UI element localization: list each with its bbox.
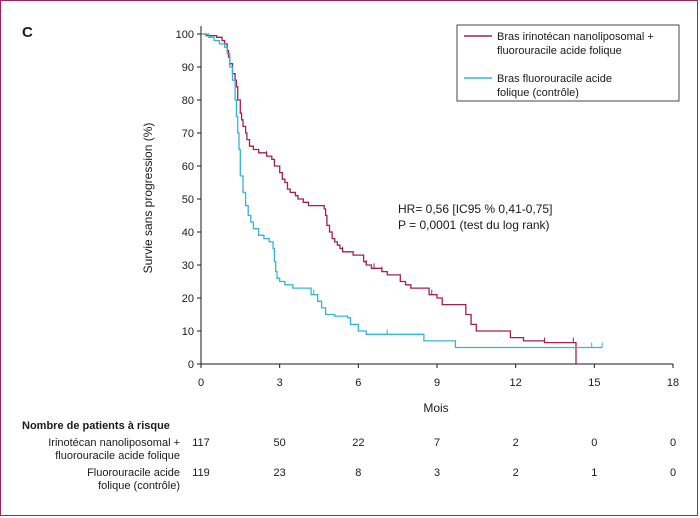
legend-box [456,24,680,102]
at-risk-row-treatment-label-2: fluorouracile acide folique [55,450,180,462]
at-risk-value: 7 [434,437,440,449]
at-risk-value: 50 [274,437,286,449]
y-tick-label: 70 [182,128,194,140]
at-risk-title: Nombre de patients à risque [22,420,170,432]
at-risk-value: 2 [513,467,519,479]
at-risk-row-treatment-label-1: Irinotécan nanoliposomal + [48,437,180,449]
panel-label: C [22,24,33,41]
legend-label-treatment-2: fluorouracile acide folique [497,45,622,57]
legend-label-control-1: Bras fluorouracile acide [497,73,612,85]
axes: 0 10 20 30 40 50 60 70 80 90 100 0 3 6 9 12 15 18 [176,26,679,389]
legend: Bras irinotécan nanoliposomal + fluorour… [456,24,680,102]
y-axis-label: Survie sans progression (%) [141,123,155,274]
at-risk-value: 119 [192,467,210,479]
x-tick-label: 0 [198,377,204,389]
x-tick-label: 6 [355,377,361,389]
patients-at-risk-table: Nombre de patients à risque Irinotécan n… [22,420,676,492]
y-tick-label: 50 [182,194,194,206]
y-tick-label: 20 [182,293,194,305]
x-axis-label: Mois [423,401,448,415]
y-tick-label: 80 [182,95,194,107]
curve-control [201,33,603,349]
at-risk-value: 0 [591,437,597,449]
at-risk-row-control-label-2: folique (contrôle) [98,480,180,492]
survival-curves [201,33,603,364]
y-tick-label: 40 [182,227,194,239]
x-tick-label: 3 [277,377,283,389]
at-risk-value: 8 [355,467,361,479]
at-risk-value: 3 [434,467,440,479]
x-tick-label: 9 [434,377,440,389]
y-tick-label: 30 [182,260,194,272]
y-tick-label: 100 [176,29,194,41]
at-risk-value: 0 [670,437,676,449]
legend-label-treatment-1: Bras irinotécan nanoliposomal + [497,31,654,43]
at-risk-value: 117 [192,437,210,449]
at-risk-value: 0 [670,467,676,479]
legend-label-control-2: folique (contrôle) [497,87,579,99]
at-risk-value: 1 [591,467,597,479]
y-tick-label: 60 [182,161,194,173]
hazard-ratio-text: HR= 0,56 [IC95 % 0,41-0,75] [398,202,552,216]
curve-treatment [201,33,577,364]
x-tick-label: 15 [588,377,600,389]
x-tick-label: 12 [510,377,522,389]
at-risk-row-control-label-1: Fluorouracile acide [87,467,180,479]
p-value-text: P = 0,0001 (test du log rank) [398,218,550,232]
x-tick-label: 18 [667,377,679,389]
y-tick-label: 0 [188,359,194,371]
at-risk-value: 2 [513,437,519,449]
at-risk-value: 23 [274,467,286,479]
y-tick-label: 90 [182,62,194,74]
at-risk-value: 22 [352,437,364,449]
y-tick-label: 10 [182,326,194,338]
